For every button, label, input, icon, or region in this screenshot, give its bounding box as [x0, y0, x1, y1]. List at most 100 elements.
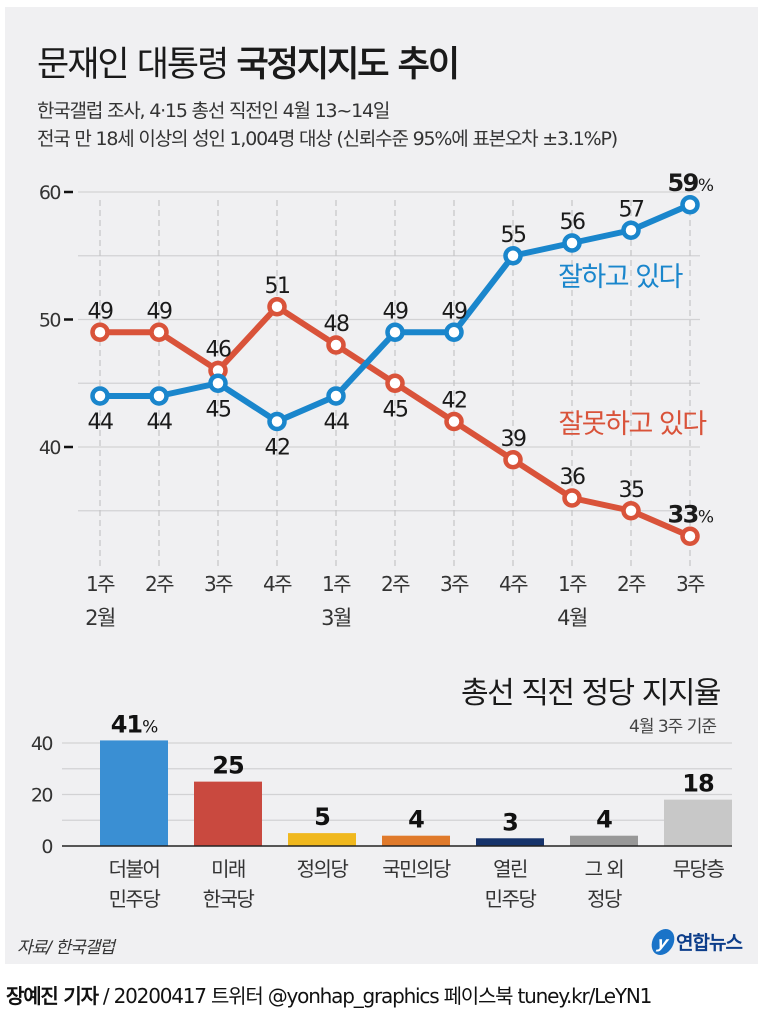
bar-category-label: 정의당 — [297, 857, 349, 881]
data-point — [267, 411, 287, 432]
data-label: 49 — [383, 299, 408, 324]
bar-value-unit: % — [142, 717, 158, 737]
yonhap-logo-icon: y — [649, 928, 677, 955]
data-label: 49 — [442, 299, 467, 324]
bar — [476, 838, 544, 846]
data-label: 49 — [147, 299, 172, 324]
data-label: 45 — [206, 397, 231, 422]
data-point — [208, 373, 228, 393]
data-point — [444, 322, 464, 342]
data-label: 39 — [501, 427, 526, 452]
data-label: 48 — [324, 312, 349, 337]
data-point — [621, 220, 641, 240]
data-label: 55 — [501, 223, 526, 248]
bar-category-label: 국민의당 — [382, 857, 451, 881]
x-tick-label: 2주 — [145, 572, 174, 596]
bar-category-label: 무당층 — [673, 857, 725, 881]
month-label: 2월 — [85, 606, 115, 630]
bar-chart-title: 총선 직전 정당 지지율 — [460, 676, 722, 711]
subtitle-line-1: 한국갤럽 조사, 4·15 총선 직전인 4월 13~14일 — [37, 100, 390, 122]
bar-category-label: 민주당 — [485, 887, 537, 911]
bar-value-label: 3 — [502, 808, 518, 836]
bar-chart-subtitle: 4월 3주 기준 — [629, 717, 717, 737]
x-tick-label: 4주 — [263, 572, 292, 596]
data-label: 44 — [147, 410, 172, 435]
subtitle-line-2: 전국 만 18세 이상의 성인 1,004명 대상 (신뢰수준 95%에 표본오… — [37, 128, 618, 150]
data-point — [385, 373, 405, 393]
x-tick-label: 1주 — [86, 572, 115, 596]
author-name: 장예진 기자 — [6, 984, 99, 1008]
page-title: 문재인 대통령 국정지지도 추이 — [37, 36, 460, 87]
data-point — [444, 411, 464, 432]
bar-value-label: 4 — [408, 806, 424, 834]
month-label: 3월 — [321, 606, 351, 630]
data-label: 35 — [619, 478, 644, 503]
x-tick-label: 1주 — [558, 572, 587, 596]
bar-category-label: 더불어 — [109, 857, 160, 881]
data-label: 42 — [265, 436, 290, 461]
bar-category-label: 한국당 — [203, 887, 255, 911]
bar-y-tick-label: 20 — [31, 785, 53, 807]
bar — [382, 835, 450, 846]
data-label: 56 — [560, 210, 585, 235]
bar — [664, 799, 732, 846]
title-bold: 국정지지도 추이 — [236, 45, 460, 85]
data-point — [562, 488, 582, 508]
x-tick-label: 2주 — [381, 572, 410, 596]
bar — [288, 833, 356, 846]
data-point — [326, 386, 346, 406]
bar — [570, 835, 638, 846]
title-regular: 문재인 대통령 — [37, 45, 229, 85]
bar-category-label: 미래 — [211, 857, 245, 881]
data-point — [680, 195, 700, 215]
credit-text: / 20200417 트위터 @yonhap_graphics 페이스북 tun… — [97, 984, 652, 1008]
data-label: 45 — [383, 397, 408, 422]
data-label: 36 — [560, 465, 585, 490]
bar-value-label: 25 — [212, 752, 244, 780]
bar-category-label: 그 외 — [585, 857, 624, 881]
data-label: 46 — [206, 338, 231, 363]
bar-y-tick-label: 40 — [31, 733, 53, 755]
data-point — [90, 386, 110, 406]
x-tick-label: 1주 — [322, 572, 351, 596]
data-point — [621, 501, 641, 521]
data-point — [326, 335, 346, 355]
bar-value-label: 4 — [596, 806, 612, 834]
bar-category-label: 열린 — [493, 857, 527, 881]
bar-value-label: 5 — [314, 803, 330, 831]
data-point — [385, 322, 405, 342]
data-label: 59% — [667, 169, 713, 197]
x-tick-label: 2주 — [617, 572, 646, 596]
data-point — [267, 297, 287, 317]
data-label: 44 — [88, 410, 113, 435]
data-point — [149, 386, 169, 406]
data-label: 44 — [324, 410, 349, 435]
x-tick-label: 4주 — [499, 572, 528, 596]
y-tick-label: 50 — [39, 310, 61, 332]
source-text: 자료/ 한국갤럽 — [17, 938, 115, 958]
data-label: 49 — [88, 299, 113, 324]
month-label: 4월 — [557, 606, 587, 630]
yonhap-logo-text: 연합뉴스 — [676, 932, 743, 954]
x-tick-label: 3주 — [676, 572, 705, 596]
data-label: 33% — [667, 500, 713, 528]
x-tick-label: 3주 — [204, 572, 233, 596]
bar-category-label: 민주당 — [109, 887, 161, 911]
bar-category-label: 정당 — [587, 887, 622, 911]
y-tick-label: 60 — [39, 182, 61, 204]
data-point — [149, 322, 169, 342]
data-label: 57 — [619, 197, 644, 222]
yonhap-logo: y 연합뉴스 — [649, 928, 743, 955]
data-point — [562, 233, 582, 253]
data-point — [90, 322, 110, 342]
data-label: 42 — [442, 389, 467, 414]
y-tick-label: 40 — [39, 437, 61, 459]
data-point — [503, 246, 523, 266]
credit-line: 장예진 기자 / 20200417 트위터 @yonhap_graphics 페… — [6, 980, 652, 1009]
bar — [194, 781, 262, 846]
series-label-disapprove: 잘못하고 있다 — [558, 409, 707, 440]
bar-value-label: 18 — [682, 770, 714, 798]
data-point — [680, 526, 700, 546]
bar — [100, 740, 168, 846]
